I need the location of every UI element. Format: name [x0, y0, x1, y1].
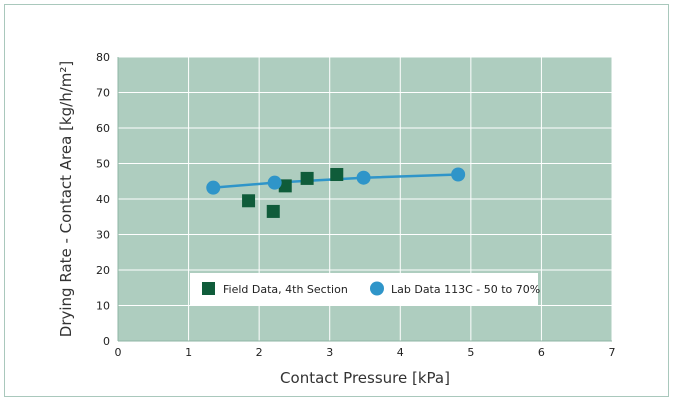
y-axis-ticks: 0 10 20 30 40 50 60 70 80 [96, 51, 110, 348]
data-point-field [278, 179, 292, 193]
x-tick-label: 3 [326, 346, 333, 359]
data-point-lab [356, 170, 371, 185]
scatter-chart: 0 1 2 3 4 5 6 7 0 10 20 30 40 50 60 70 80 Field Data, 4… [57, 51, 616, 387]
x-axis-title: Contact Pressure [kPa] [280, 369, 450, 387]
grid-lines [117, 56, 613, 342]
data-point-field [300, 171, 314, 185]
x-axis-ticks: 0 1 2 3 4 5 6 7 [115, 346, 616, 359]
chart-frame: 0 1 2 3 4 5 6 7 0 10 20 30 40 50 60 70 80 Field Data, 4… [4, 4, 669, 397]
data-point-lab [267, 175, 282, 190]
y-tick-label: 60 [96, 122, 110, 135]
y-tick-label: 50 [96, 158, 110, 171]
data-point-lab [451, 167, 466, 182]
series-line-1 [213, 173, 459, 189]
legend-marker-lab [370, 281, 384, 296]
y-tick-label: 0 [103, 335, 110, 348]
y-axis-title: Drying Rate - Contact Area [kg/h/m²] [57, 61, 75, 337]
legend-label-field: Field Data, 4th Section [223, 283, 348, 296]
y-tick-label: 20 [96, 264, 110, 277]
data-point-field [242, 194, 256, 208]
y-tick-label: 30 [96, 229, 110, 242]
legend-box [190, 273, 538, 305]
legend-label-lab: Lab Data 113C - 50 to 70% [391, 283, 540, 296]
legend-marker-field [202, 282, 215, 295]
y-tick-label: 80 [96, 51, 110, 64]
y-tick-label: 10 [96, 300, 110, 313]
x-tick-label: 4 [397, 346, 404, 359]
y-tick-label: 40 [96, 193, 110, 206]
legend: Field Data, 4th Section Lab Data 113C - 5… [190, 273, 540, 305]
data-point-lab [206, 180, 221, 195]
series-layer [206, 167, 466, 218]
data-point-field [266, 204, 280, 218]
data-point-field [330, 168, 344, 182]
x-tick-label: 7 [609, 346, 616, 359]
x-tick-label: 5 [467, 346, 474, 359]
x-tick-label: 0 [115, 346, 122, 359]
y-tick-label: 70 [96, 87, 110, 100]
x-tick-label: 6 [538, 346, 545, 359]
x-tick-label: 2 [256, 346, 263, 359]
x-tick-label: 1 [185, 346, 192, 359]
